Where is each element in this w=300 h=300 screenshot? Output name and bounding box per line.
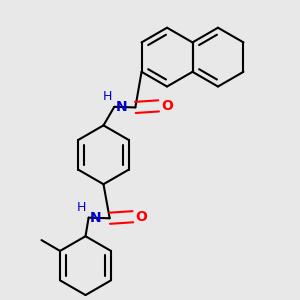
Text: N: N: [116, 100, 127, 114]
Text: O: O: [161, 99, 173, 113]
Text: H: H: [103, 90, 112, 103]
Text: N: N: [90, 211, 102, 225]
Text: O: O: [135, 210, 147, 224]
Text: H: H: [77, 201, 86, 214]
